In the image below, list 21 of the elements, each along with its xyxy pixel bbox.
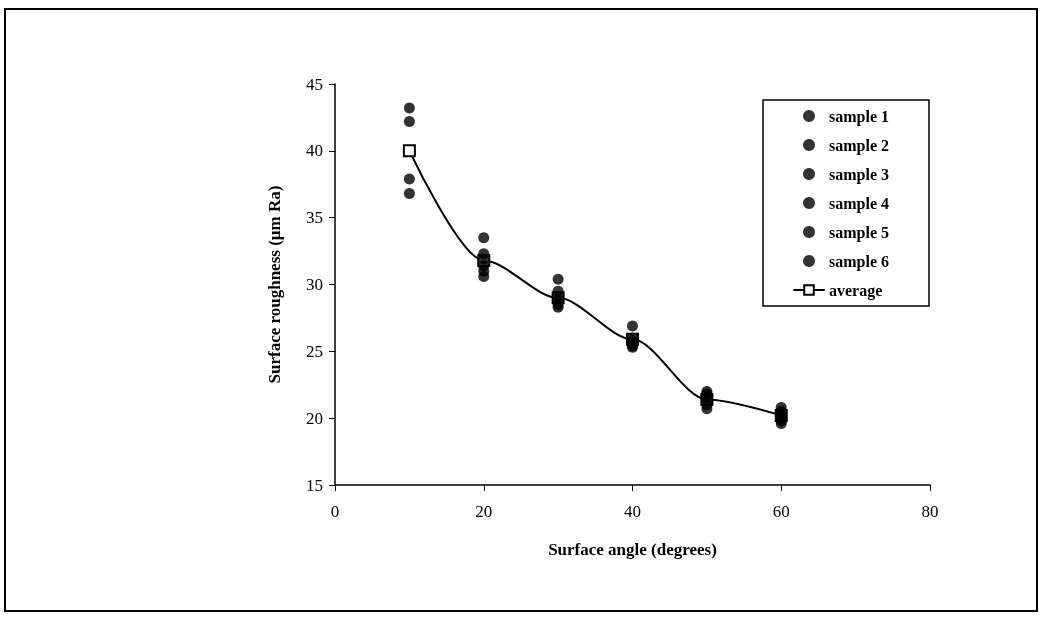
legend-label: sample 5: [829, 223, 889, 242]
y-tick-label: 45: [306, 74, 323, 94]
x-tick-label: 40: [624, 502, 641, 521]
y-tick-label: 25: [306, 341, 323, 361]
x-tick-label: 0: [330, 502, 340, 521]
x-tick-label: 80: [921, 502, 939, 521]
legend-label: sample 2: [829, 136, 889, 155]
y-axis-title: Surface roughness (µm Ra): [265, 185, 284, 384]
y-tick-label: 40: [306, 141, 323, 161]
x-tick-label: 20: [475, 502, 493, 521]
legend-label: sample 3: [829, 165, 889, 184]
y-tick-label: 15: [306, 475, 323, 495]
legend-label: average: [829, 281, 883, 300]
legend-label: sample 1: [829, 107, 889, 126]
x-tick-label: 60: [772, 502, 790, 521]
y-tick-label: 35: [306, 208, 323, 228]
x-axis-title: Surface angle (degrees): [548, 540, 717, 559]
y-tick-label: 30: [306, 275, 323, 294]
legend-label: sample 6: [829, 252, 889, 271]
y-tick-label: 20: [306, 408, 323, 428]
legend-label: sample 4: [829, 194, 889, 213]
